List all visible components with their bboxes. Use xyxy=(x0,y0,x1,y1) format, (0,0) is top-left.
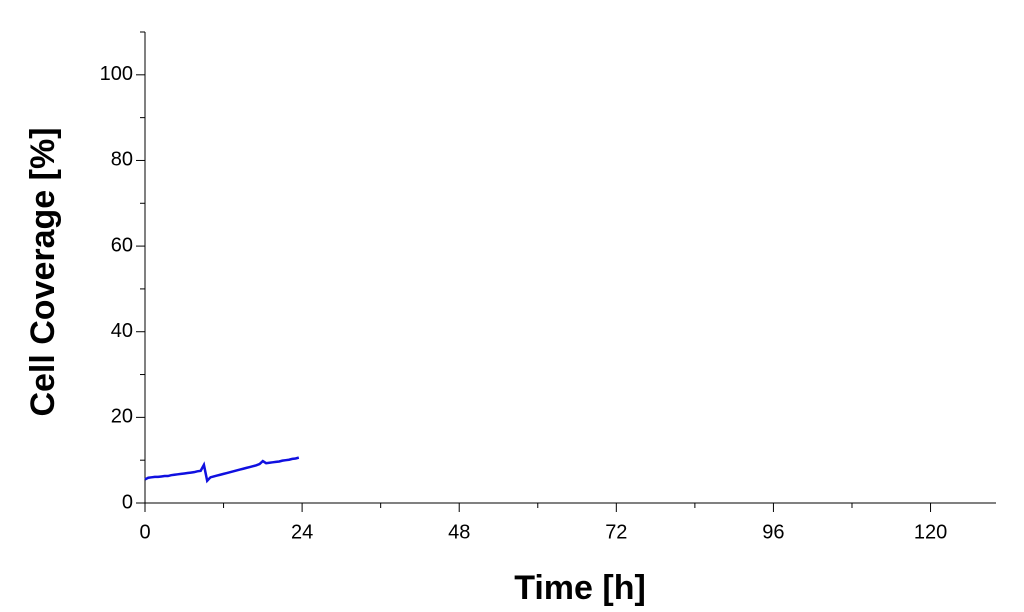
y-tick-label: 60 xyxy=(111,234,133,256)
x-tick-label: 0 xyxy=(139,521,150,543)
y-tick-label: 80 xyxy=(111,149,133,171)
y-tick-label: 20 xyxy=(111,406,133,428)
x-tick-label: 72 xyxy=(605,521,627,543)
data-line xyxy=(144,456,300,484)
x-tick-label: 24 xyxy=(291,521,313,543)
y-axis-title: Cell Coverage [%] xyxy=(24,127,62,416)
y-tick-label: 0 xyxy=(122,491,133,513)
x-tick-label: 120 xyxy=(914,521,947,543)
x-axis-title: Time [h] xyxy=(514,569,646,607)
y-tick-label: 40 xyxy=(111,320,133,342)
x-tick-label: 96 xyxy=(762,521,784,543)
x-tick-label: 48 xyxy=(448,521,470,543)
y-tick-label: 100 xyxy=(100,63,133,85)
